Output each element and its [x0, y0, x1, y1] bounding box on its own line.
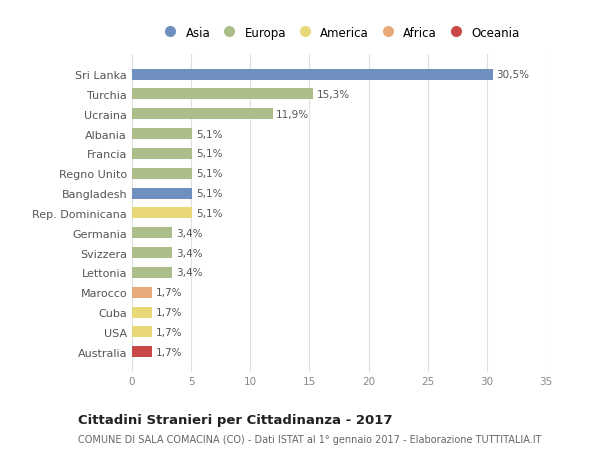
Text: 1,7%: 1,7%: [155, 308, 182, 317]
Text: 3,4%: 3,4%: [176, 228, 202, 238]
Bar: [132, 267, 172, 278]
Text: 11,9%: 11,9%: [277, 110, 310, 119]
Bar: [132, 327, 152, 338]
Text: 3,4%: 3,4%: [176, 268, 202, 278]
Text: 3,4%: 3,4%: [176, 248, 202, 258]
Bar: [132, 188, 193, 199]
Bar: [132, 89, 313, 100]
Text: 5,1%: 5,1%: [196, 208, 223, 218]
Bar: [132, 208, 193, 219]
Text: 15,3%: 15,3%: [317, 90, 350, 100]
Bar: [132, 129, 193, 140]
Bar: [132, 69, 493, 80]
Bar: [132, 247, 172, 258]
Text: Cittadini Stranieri per Cittadinanza - 2017: Cittadini Stranieri per Cittadinanza - 2…: [78, 413, 392, 426]
Bar: [132, 109, 273, 120]
Bar: [132, 168, 193, 179]
Bar: [132, 347, 152, 358]
Bar: [132, 287, 152, 298]
Text: 5,1%: 5,1%: [196, 169, 223, 179]
Bar: [132, 149, 193, 160]
Text: 30,5%: 30,5%: [496, 70, 529, 80]
Bar: [132, 307, 152, 318]
Legend: Asia, Europa, America, Africa, Oceania: Asia, Europa, America, Africa, Oceania: [155, 23, 523, 43]
Text: COMUNE DI SALA COMACINA (CO) - Dati ISTAT al 1° gennaio 2017 - Elaborazione TUTT: COMUNE DI SALA COMACINA (CO) - Dati ISTA…: [78, 434, 542, 444]
Bar: [132, 228, 172, 239]
Text: 5,1%: 5,1%: [196, 189, 223, 199]
Text: 1,7%: 1,7%: [155, 327, 182, 337]
Text: 5,1%: 5,1%: [196, 129, 223, 139]
Text: 1,7%: 1,7%: [155, 347, 182, 357]
Text: 1,7%: 1,7%: [155, 288, 182, 297]
Text: 5,1%: 5,1%: [196, 149, 223, 159]
